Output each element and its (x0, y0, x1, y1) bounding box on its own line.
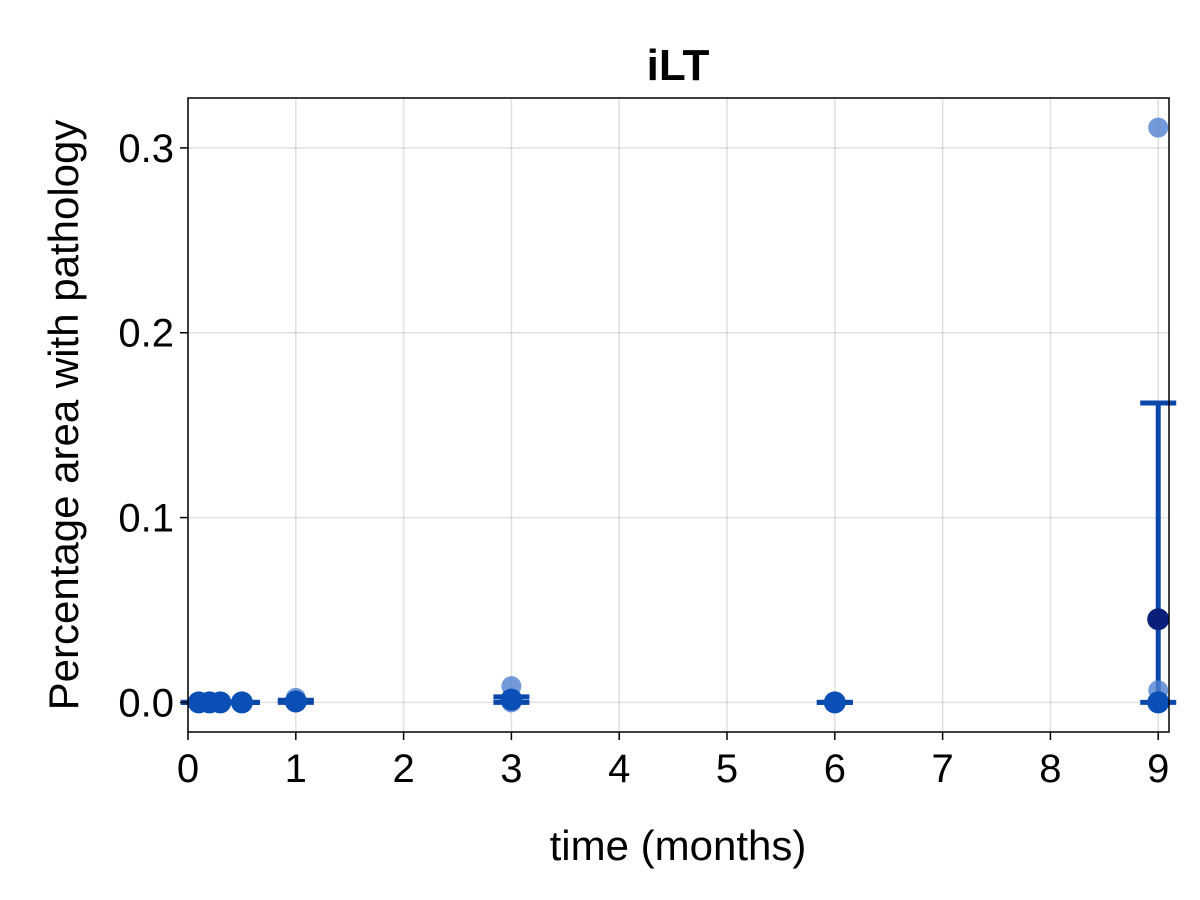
x-tick-label: 6 (824, 747, 846, 791)
tick-layer: 0 1 2 3 4 5 6 7 8 9 0.0 0.1 0.2 0.3 (118, 127, 1169, 791)
x-tick-label: 4 (608, 747, 630, 791)
mean-point-highlight (1147, 608, 1170, 631)
y-tick-label: 0.1 (118, 497, 174, 541)
x-axis-label: time (months) (550, 822, 807, 869)
x-tick-label: 8 (1039, 747, 1061, 791)
grid-layer (187, 98, 1169, 732)
mean-point (500, 688, 523, 711)
x-tick-label: 2 (392, 747, 414, 791)
y-tick-label: 0.3 (118, 127, 174, 171)
x-tick-label: 9 (1147, 747, 1169, 791)
y-tick-label: 0.2 (118, 312, 174, 356)
errorbar-layer (180, 400, 1177, 705)
mean-point (230, 691, 253, 714)
mean-point (823, 691, 846, 714)
x-tick-label: 3 (500, 747, 522, 791)
plot-frame (187, 97, 1170, 733)
x-tick-label: 0 (177, 747, 199, 791)
y-axis-label: Percentage area with pathology (40, 120, 87, 711)
mean-point (284, 690, 307, 713)
x-tick-label: 5 (716, 747, 738, 791)
x-tick-label: 1 (285, 747, 307, 791)
mean-point (209, 691, 232, 714)
individual-point (1148, 117, 1169, 138)
chart-title: iLT (647, 41, 710, 90)
mean-point (1147, 691, 1170, 714)
points-layer (187, 117, 1170, 714)
y-tick-label: 0.0 (118, 681, 174, 725)
x-tick-label: 7 (931, 747, 953, 791)
